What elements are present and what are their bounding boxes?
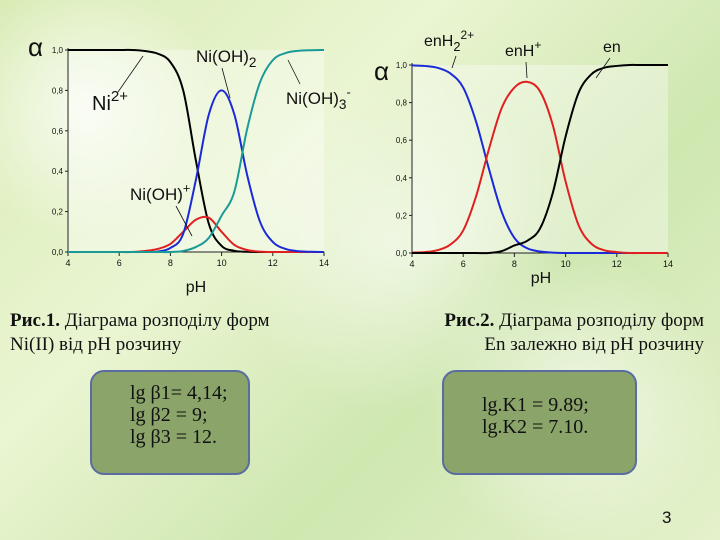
- y-tick-label: 0,4: [52, 167, 64, 176]
- figure2-caption-text-1: Діаграма розподілу форм: [494, 310, 704, 331]
- label-nioh2: Ni(OH)2: [196, 47, 256, 70]
- figure1-caption-label: Рис.1.: [10, 310, 60, 331]
- x-tick-label: 14: [663, 259, 673, 269]
- y-tick-label: 1,0: [396, 61, 408, 70]
- label-enh: enH+: [505, 38, 541, 60]
- pointer-nioh: [175, 205, 193, 237]
- pointer-ni2: [117, 55, 144, 93]
- figure2-caption-text-2: En залежно від pH розчину: [484, 334, 704, 355]
- y-tick-label: 1,0: [52, 46, 64, 55]
- x-tick-label: 6: [461, 259, 466, 269]
- label-en: en: [603, 39, 621, 56]
- pointer-en: [595, 57, 611, 79]
- x-tick-label: 12: [268, 258, 278, 268]
- stability-constants-box: lg β1= 4,14; lg β2 = 9; lg β3 = 12.: [90, 370, 250, 475]
- x-tick-label: 14: [319, 258, 329, 268]
- lg-beta2: lg β2 = 9;: [130, 404, 208, 426]
- x-tick-label: 4: [409, 259, 414, 269]
- plot-area: [68, 50, 324, 252]
- figure1-caption-text-2: Ni(II) від pH розчину: [10, 334, 182, 355]
- y-axis-label: α: [374, 56, 389, 86]
- lg-beta1: lg β1= 4,14;: [130, 382, 228, 404]
- y-tick-label: 0,6: [52, 127, 64, 136]
- y-axis-label: α: [28, 32, 43, 62]
- x-tick-label: 6: [117, 258, 122, 268]
- label-nioh: Ni(OH)+: [130, 180, 190, 204]
- y-tick-label: 0,8: [52, 86, 64, 95]
- series-line-0-3: [68, 49, 325, 254]
- y-tick-label: 0,6: [396, 136, 408, 145]
- x-axis-label: pH: [186, 279, 206, 296]
- lgk1: lg.K1 = 9.89;: [482, 394, 589, 416]
- label-ni2: Ni2+: [92, 88, 128, 115]
- figure2-caption: Рис.2. Діаграма розподілу форм En залежн…: [374, 309, 704, 357]
- x-tick-label: 8: [512, 259, 517, 269]
- x-tick-label: 8: [168, 258, 173, 268]
- x-tick-label: 12: [612, 259, 622, 269]
- page-number: 3: [662, 508, 672, 527]
- chart-en-distribution: 4 6 8 10 12 14 0,0 0,2 0,4 0,6 0,8 1,0 α pH enH22+ enH+…: [374, 28, 673, 287]
- pointer-enh: [525, 61, 528, 79]
- y-tick-label: 0,0: [396, 249, 408, 258]
- series-line-1-2: [412, 63, 668, 255]
- figure1-caption: Рис.1. Діаграма розподілу форм Ni(II) ві…: [10, 309, 365, 357]
- protonation-constants-box: lg.K1 = 9.89; lg.K2 = 7.10.: [442, 370, 637, 475]
- lg-beta3: lg β3 = 12.: [130, 426, 218, 448]
- y-tick-label: 0,4: [396, 174, 408, 183]
- pointer-nioh2: [221, 67, 231, 99]
- label-enh2: enH22+: [424, 28, 474, 54]
- pointer-nioh3: [287, 59, 301, 85]
- chart-ni-distribution: 4 6 8 10 12 14 0,0 0,2 0,4 0,6 0,8 1,0 α pH Ni2+ Ni(OH)…: [28, 32, 351, 296]
- label-nioh3: Ni(OH)3-: [286, 84, 351, 112]
- y-tick-label: 0,2: [396, 211, 408, 220]
- x-tick-label: 4: [65, 258, 70, 268]
- plot-area: [412, 65, 668, 253]
- x-tick-label: 10: [561, 259, 571, 269]
- x-tick-label: 10: [217, 258, 227, 268]
- y-tick-label: 0,0: [52, 248, 64, 257]
- y-tick-label: 0,2: [52, 208, 64, 217]
- series-line-1-1: [411, 80, 668, 255]
- pointer-enh2: [451, 55, 457, 69]
- figure1-caption-text-1: Діаграма розподілу форм: [60, 310, 270, 331]
- y-tick-label: 0,8: [396, 99, 408, 108]
- x-axis-label: pH: [531, 270, 551, 287]
- lgk2: lg.K2 = 7.10.: [482, 416, 589, 438]
- figure2-caption-label: Рис.2.: [444, 310, 495, 331]
